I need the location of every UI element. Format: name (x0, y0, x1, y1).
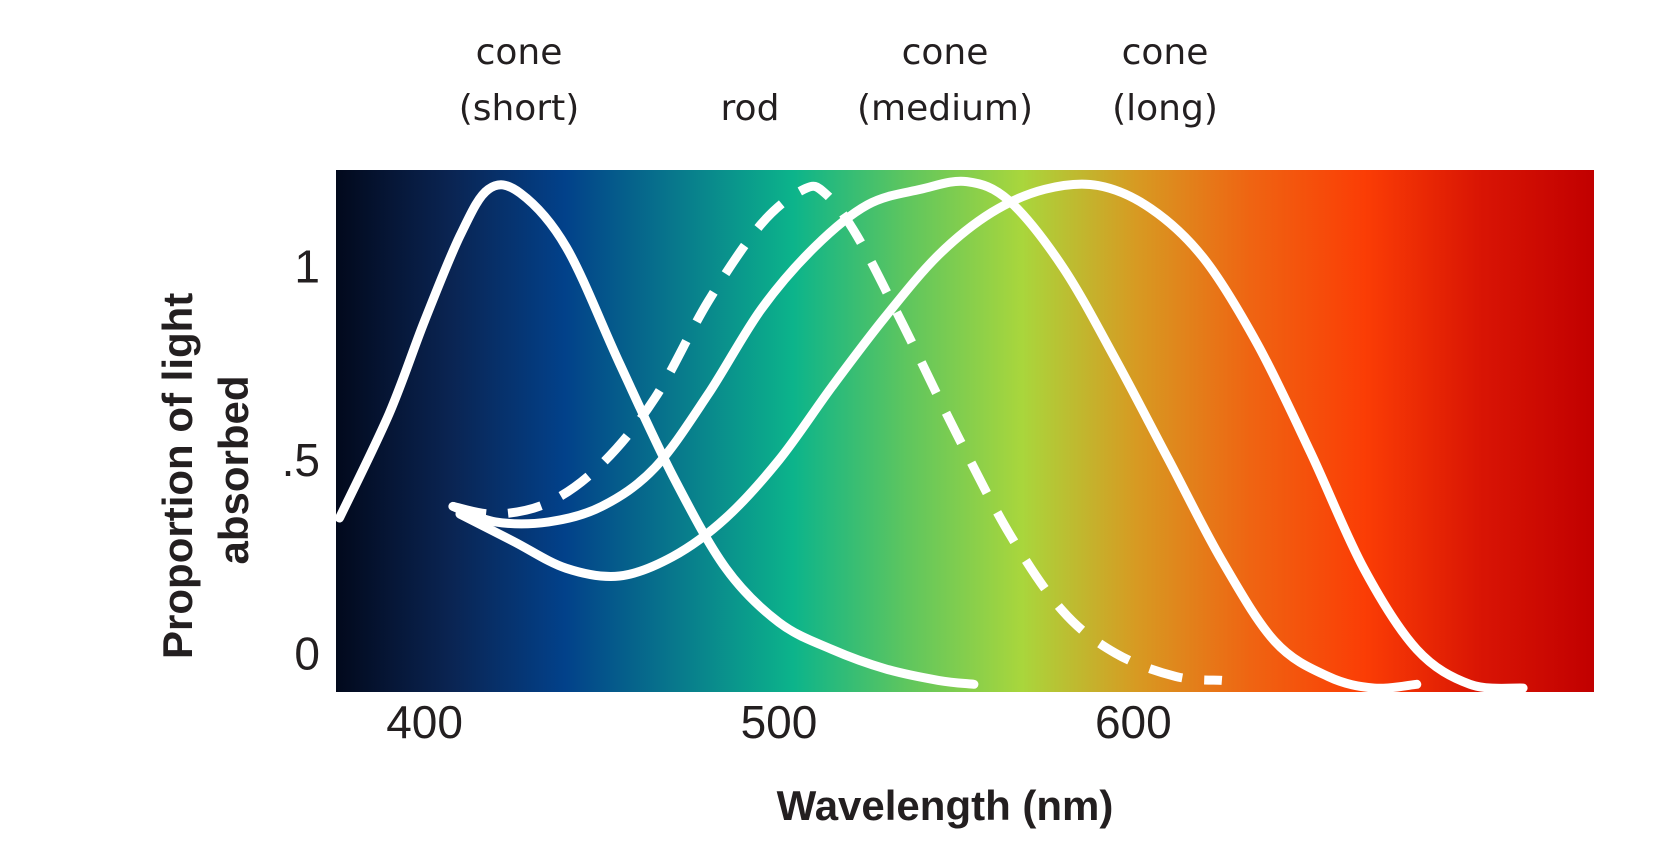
cone-long-label: cone (long) (1112, 32, 1218, 129)
cone-short-label: cone (short) (459, 32, 580, 129)
rod-label-line-1: rod (721, 88, 780, 129)
rod-label: rod (721, 88, 780, 129)
y-axis-ticks: 0.51 (282, 241, 320, 680)
cone-medium-label-line-1: cone (902, 32, 989, 73)
series-labels: cone (short) rod cone (medium) cone (long) (459, 32, 1218, 129)
cone-medium-label-line-2: (medium) (857, 88, 1033, 129)
curves-layer (336, 176, 1528, 692)
cone-long-curve (455, 179, 1528, 692)
cone-short-curve (336, 180, 979, 689)
cone-medium-label: cone (medium) (857, 32, 1033, 129)
cone-medium-curve (448, 176, 1422, 692)
y-axis-title-line-2: absorbed (210, 375, 257, 564)
y-tick-label-1: 1 (294, 241, 320, 293)
y-axis-title: Proportion of light absorbed (154, 281, 257, 659)
x-tick-label-500: 500 (741, 696, 818, 748)
x-tick-label-400: 400 (386, 696, 463, 748)
x-axis-ticks: 400 500 600 (386, 696, 1171, 748)
x-axis-title: Wavelength (nm) (777, 782, 1114, 829)
y-tick-label-0: 0 (294, 627, 320, 679)
y-tick-label-0-5: .5 (282, 434, 320, 486)
y-axis-title-line-1: Proportion of light (154, 293, 201, 659)
cone-long-label-line-1: cone (1122, 32, 1209, 73)
cone-short-label-line-1: cone (476, 32, 563, 73)
cone-short-label-line-2: (short) (459, 88, 580, 129)
cone-long-label-line-2: (long) (1112, 88, 1218, 129)
x-tick-label-600: 600 (1095, 696, 1172, 748)
spectrum-background (336, 170, 1594, 692)
rod-curve (451, 181, 1223, 685)
